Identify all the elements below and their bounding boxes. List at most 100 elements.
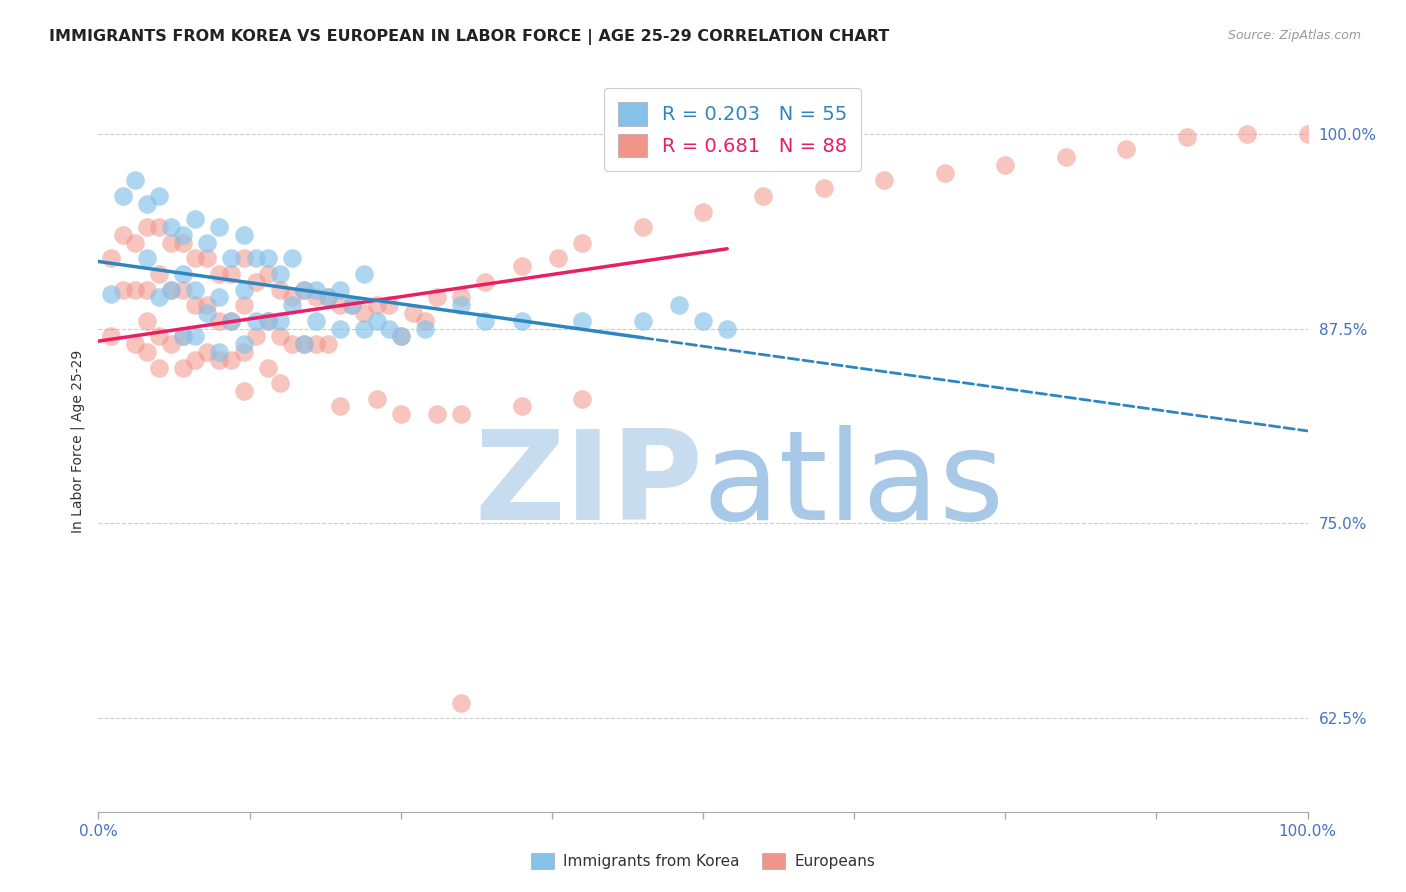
Point: [716, 321, 738, 335]
Point: [329, 400, 352, 414]
Point: [148, 189, 170, 203]
Point: [184, 283, 207, 297]
Point: [281, 252, 304, 266]
Point: [389, 329, 412, 343]
Point: [208, 352, 231, 367]
Point: [426, 290, 449, 304]
Point: [172, 267, 194, 281]
Point: [329, 321, 352, 335]
Point: [256, 267, 278, 281]
Point: [111, 283, 134, 297]
Point: [692, 314, 714, 328]
Point: [245, 314, 267, 328]
Point: [934, 166, 956, 180]
Text: atlas: atlas: [703, 425, 1005, 547]
Text: Source: ZipAtlas.com: Source: ZipAtlas.com: [1227, 29, 1361, 42]
Point: [292, 337, 315, 351]
Point: [256, 314, 278, 328]
Point: [172, 235, 194, 250]
Point: [547, 252, 569, 266]
Point: [195, 306, 218, 320]
Point: [160, 235, 183, 250]
Point: [450, 696, 472, 710]
Point: [232, 283, 254, 297]
Point: [269, 267, 291, 281]
Point: [184, 212, 207, 227]
Point: [631, 314, 654, 328]
Point: [148, 220, 170, 235]
Point: [510, 314, 533, 328]
Point: [281, 298, 304, 312]
Point: [413, 321, 436, 335]
Point: [305, 290, 328, 304]
Point: [172, 329, 194, 343]
Point: [245, 329, 267, 343]
Point: [631, 220, 654, 235]
Point: [256, 314, 278, 328]
Point: [316, 290, 339, 304]
Point: [342, 298, 364, 312]
Text: IMMIGRANTS FROM KOREA VS EUROPEAN IN LABOR FORCE | AGE 25-29 CORRELATION CHART: IMMIGRANTS FROM KOREA VS EUROPEAN IN LAB…: [49, 29, 890, 45]
Point: [281, 337, 304, 351]
Point: [124, 235, 146, 250]
Point: [366, 392, 388, 406]
Point: [221, 267, 243, 281]
Point: [184, 352, 207, 367]
Point: [1236, 127, 1258, 141]
Point: [135, 197, 157, 211]
Point: [305, 337, 328, 351]
Point: [245, 275, 267, 289]
Point: [377, 321, 399, 335]
Point: [316, 337, 339, 351]
Point: [413, 314, 436, 328]
Text: ZIP: ZIP: [474, 425, 703, 547]
Point: [148, 360, 170, 375]
Point: [124, 337, 146, 351]
Point: [353, 267, 375, 281]
Point: [172, 360, 194, 375]
Point: [692, 204, 714, 219]
Point: [353, 306, 375, 320]
Point: [232, 384, 254, 398]
Point: [281, 290, 304, 304]
Point: [994, 158, 1017, 172]
Point: [256, 252, 278, 266]
Point: [135, 283, 157, 297]
Point: [221, 352, 243, 367]
Point: [232, 345, 254, 359]
Point: [135, 252, 157, 266]
Point: [160, 283, 183, 297]
Point: [510, 259, 533, 273]
Point: [100, 252, 122, 266]
Point: [305, 314, 328, 328]
Point: [316, 290, 339, 304]
Point: [389, 407, 412, 421]
Point: [195, 298, 218, 312]
Point: [450, 290, 472, 304]
Point: [208, 314, 231, 328]
Point: [208, 220, 231, 235]
Point: [184, 329, 207, 343]
Point: [148, 290, 170, 304]
Point: [377, 298, 399, 312]
Point: [100, 329, 122, 343]
Point: [195, 235, 218, 250]
Point: [305, 283, 328, 297]
Point: [474, 275, 496, 289]
Point: [195, 345, 218, 359]
Y-axis label: In Labor Force | Age 25-29: In Labor Force | Age 25-29: [70, 350, 84, 533]
Point: [148, 329, 170, 343]
Point: [232, 298, 254, 312]
Point: [160, 220, 183, 235]
Point: [571, 314, 593, 328]
Point: [510, 400, 533, 414]
Point: [571, 392, 593, 406]
Point: [148, 267, 170, 281]
Point: [329, 298, 352, 312]
Point: [208, 267, 231, 281]
Point: [135, 314, 157, 328]
Point: [111, 227, 134, 242]
Point: [1175, 129, 1198, 144]
Point: [221, 314, 243, 328]
Point: [232, 252, 254, 266]
